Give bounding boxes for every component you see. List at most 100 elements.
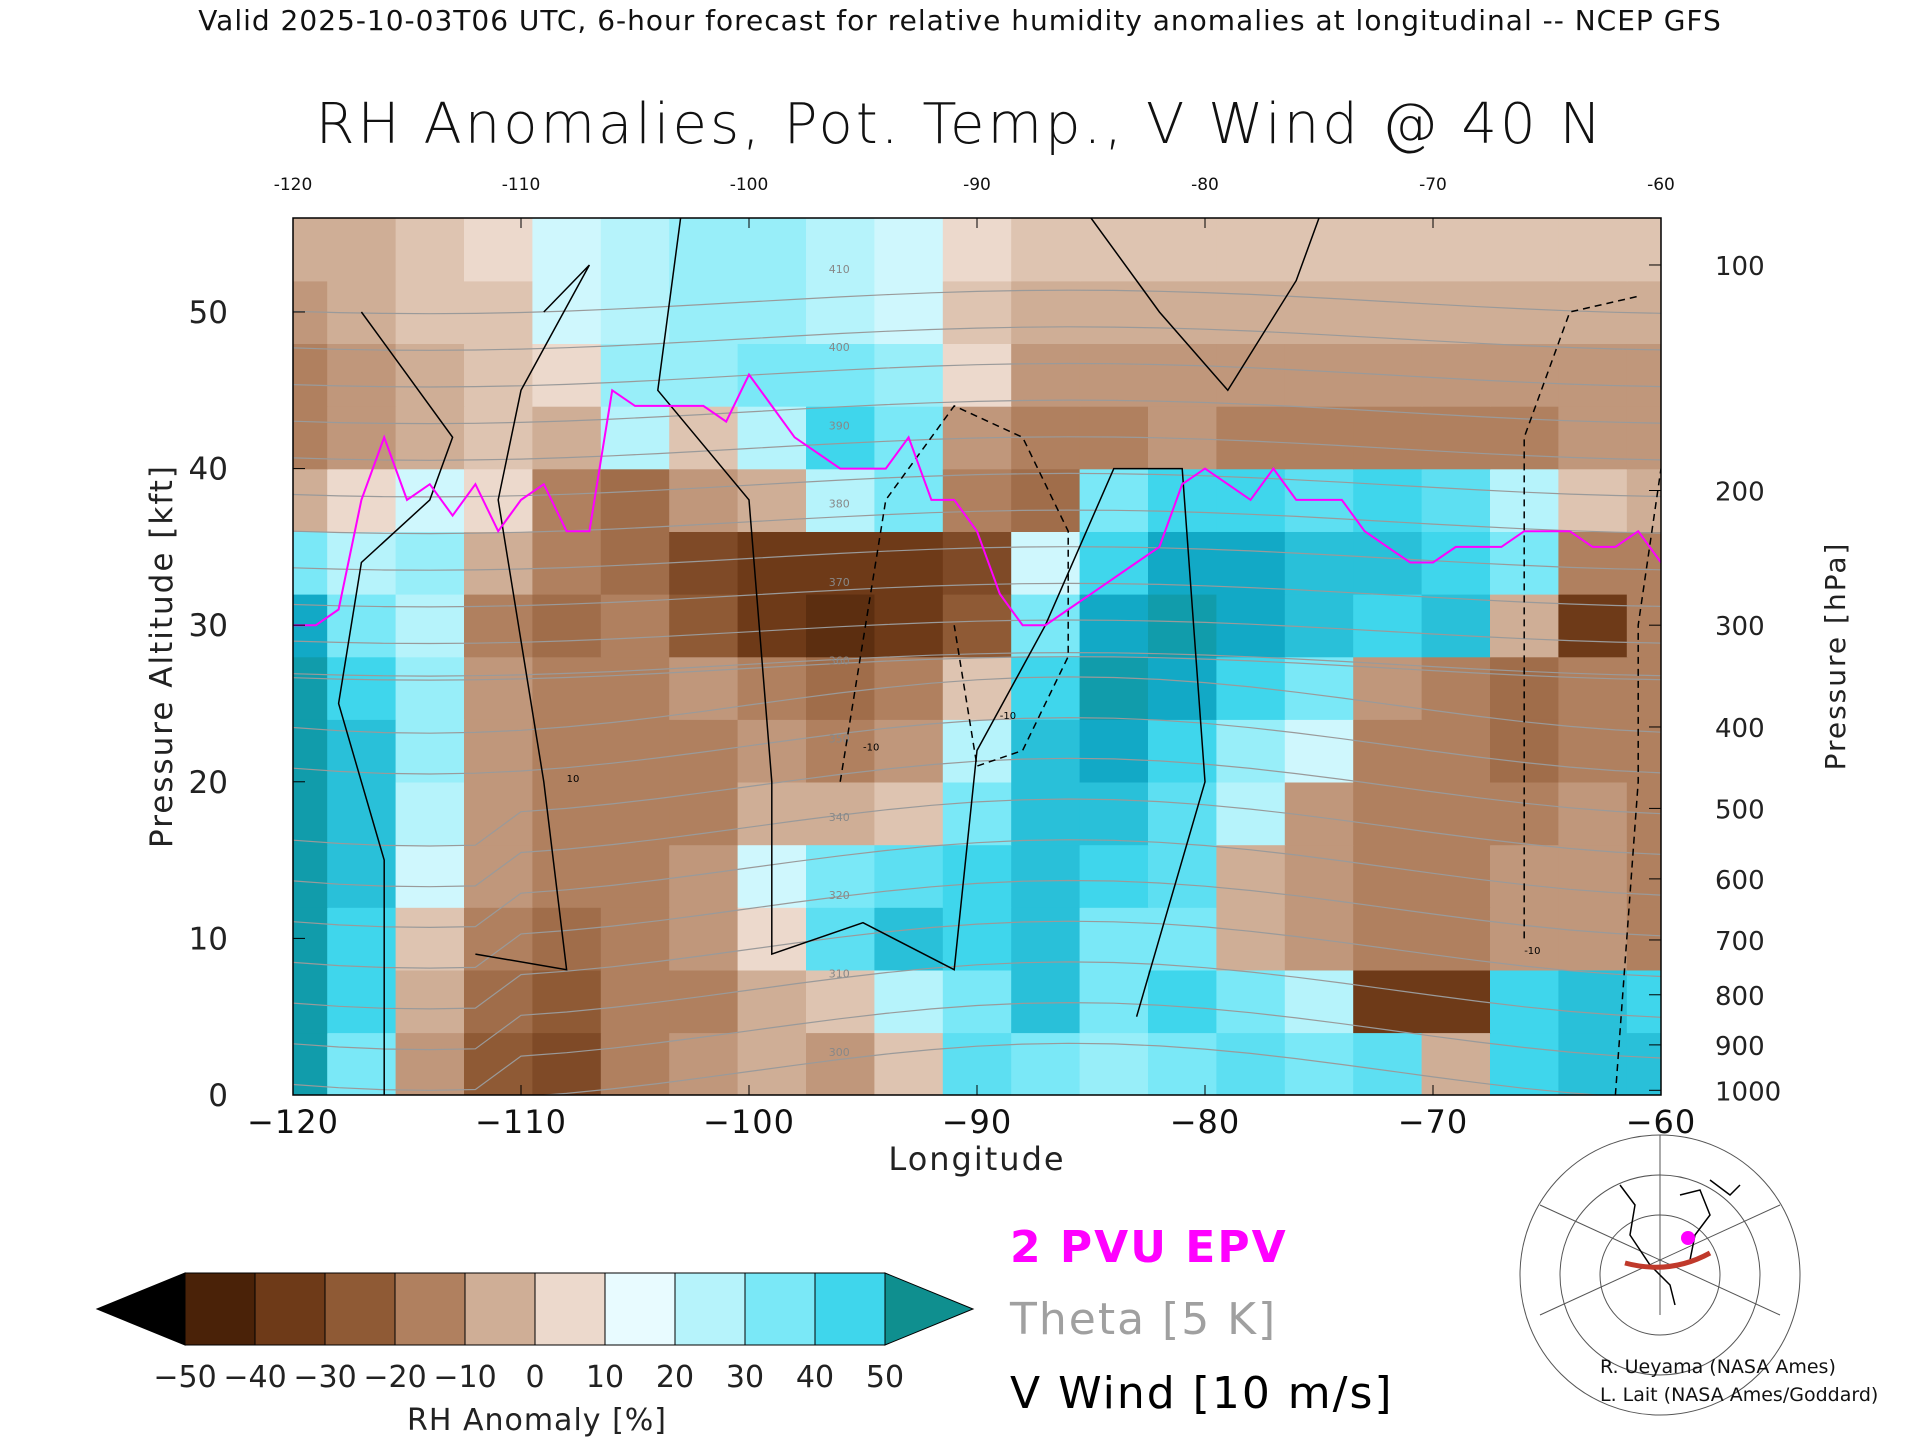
rh-cell: [600, 844, 670, 908]
rh-cell: [737, 593, 807, 658]
pressure-tick-label: 400: [1715, 714, 1765, 744]
colorbar-tick-label: −40: [223, 1360, 286, 1395]
rh-cell: [1490, 405, 1560, 470]
rh-cell: [942, 280, 1012, 344]
rh-cell: [942, 343, 1012, 407]
rh-cell: [1216, 218, 1286, 282]
rh-cell: [874, 1032, 944, 1095]
rh-cell: [737, 719, 807, 783]
colorbar-tick-label: 40: [796, 1360, 834, 1395]
rh-cell: [1284, 907, 1354, 971]
v-wind-label: 0: [681, 210, 687, 221]
rh-cell: [1148, 656, 1218, 720]
rh-cell: [942, 907, 1012, 971]
rh-cell: [1216, 719, 1286, 783]
rh-cell: [1148, 719, 1218, 783]
x-tick-label: −70: [1398, 1103, 1469, 1141]
rh-cell: [1353, 656, 1423, 720]
rh-cell: [395, 531, 465, 595]
colorbar-tick-label: 50: [866, 1360, 904, 1395]
theta-legend-label: Theta [5 K]: [1010, 1294, 1278, 1345]
rh-cell: [806, 844, 876, 908]
rh-cell: [327, 593, 397, 658]
rh-cell: [600, 781, 670, 846]
theta-contour: [293, 879, 1661, 969]
rh-cell: [532, 531, 602, 595]
theta-contour: [293, 399, 1661, 425]
forecast-header: Valid 2025-10-03T06 UTC, 6-hour forecast…: [198, 4, 1722, 37]
rh-cell: [532, 781, 602, 846]
rh-cell: [1421, 343, 1491, 407]
theta-contour: [293, 651, 1661, 677]
y-tick-label: 40: [189, 452, 228, 488]
rh-cell: [1490, 280, 1560, 344]
rh-cell: [1490, 1032, 1560, 1095]
rh-cell: [464, 531, 534, 595]
theta-contour-label: 410: [829, 263, 850, 276]
rh-cell: [1626, 656, 1661, 720]
rh-cell: [874, 531, 944, 595]
rh-cell: [293, 781, 328, 846]
rh-cell: [1626, 907, 1661, 971]
rh-cell: [1011, 531, 1081, 595]
rh-cell: [532, 844, 602, 908]
rh-cell: [1079, 656, 1149, 720]
rh-cell: [1490, 343, 1560, 407]
colorbar-tick-label: 0: [525, 1360, 544, 1395]
rh-cell: [737, 531, 807, 595]
theta-contour: [293, 961, 1661, 1051]
theta-contour: [293, 716, 1661, 775]
y-tick-label: 30: [189, 608, 228, 644]
rh-cell: [1216, 844, 1286, 908]
credit-line-2: L. Lait (NASA Ames/Goddard): [1600, 1384, 1879, 1406]
rh-cell: [293, 343, 328, 407]
rh-cell: [1079, 844, 1149, 908]
theta-contour: [293, 798, 1661, 888]
rh-cell: [1626, 531, 1661, 595]
rh-cell: [1216, 907, 1286, 971]
rh-cell: [1558, 1032, 1628, 1095]
rh-cell: [1558, 907, 1628, 971]
rh-cell: [669, 405, 739, 470]
rh-cell: [1079, 719, 1149, 783]
rh-cell: [1284, 781, 1354, 846]
v-wind-contour: [1523, 295, 1639, 939]
rh-cell: [327, 656, 397, 720]
rh-cell: [806, 656, 876, 720]
theta-contour-label: 350: [829, 733, 850, 746]
theta-contour: [293, 1001, 1661, 1091]
rh-cell: [1148, 844, 1218, 908]
rh-cell: [1558, 405, 1628, 470]
rh-cell: [293, 531, 328, 595]
colorbar-cell: [254, 1272, 326, 1346]
pressure-tick-label: 500: [1715, 795, 1765, 825]
cross-section-line: [1624, 1250, 1712, 1270]
colorbar-cell: [534, 1272, 606, 1346]
rh-cell: [464, 781, 534, 846]
rh-cell: [293, 969, 328, 1034]
rh-cell: [1011, 218, 1081, 282]
rh-cell: [669, 781, 739, 846]
y-tick-label: 0: [208, 1078, 228, 1114]
v-wind-contours: 10 0 -10 -10 -10: [337, 210, 1661, 1095]
v-wind-label: 10: [567, 774, 580, 785]
x-tick-label-top: -110: [502, 175, 541, 195]
pressure-tick-label: 600: [1715, 866, 1765, 896]
v-wind-label: -10: [1524, 946, 1540, 957]
rh-cell: [1011, 781, 1081, 846]
rh-cell: [874, 719, 944, 783]
rh-cell: [395, 343, 465, 407]
x-tick-label: −120: [247, 1103, 339, 1141]
rh-cell: [532, 405, 602, 470]
rh-cell: [1216, 781, 1286, 846]
x-tick-label-top: -60: [1647, 175, 1675, 195]
rh-cell: [1353, 844, 1423, 908]
theta-contour: [293, 289, 1661, 315]
colorbar-tick-label: 20: [656, 1360, 694, 1395]
rh-cell: [1148, 593, 1218, 658]
colorbar-cell: [394, 1272, 466, 1346]
theta-contour: [293, 839, 1661, 929]
colorbar-tick-label: −30: [293, 1360, 356, 1395]
rh-cell: [1626, 218, 1661, 282]
rh-cell: [395, 656, 465, 720]
